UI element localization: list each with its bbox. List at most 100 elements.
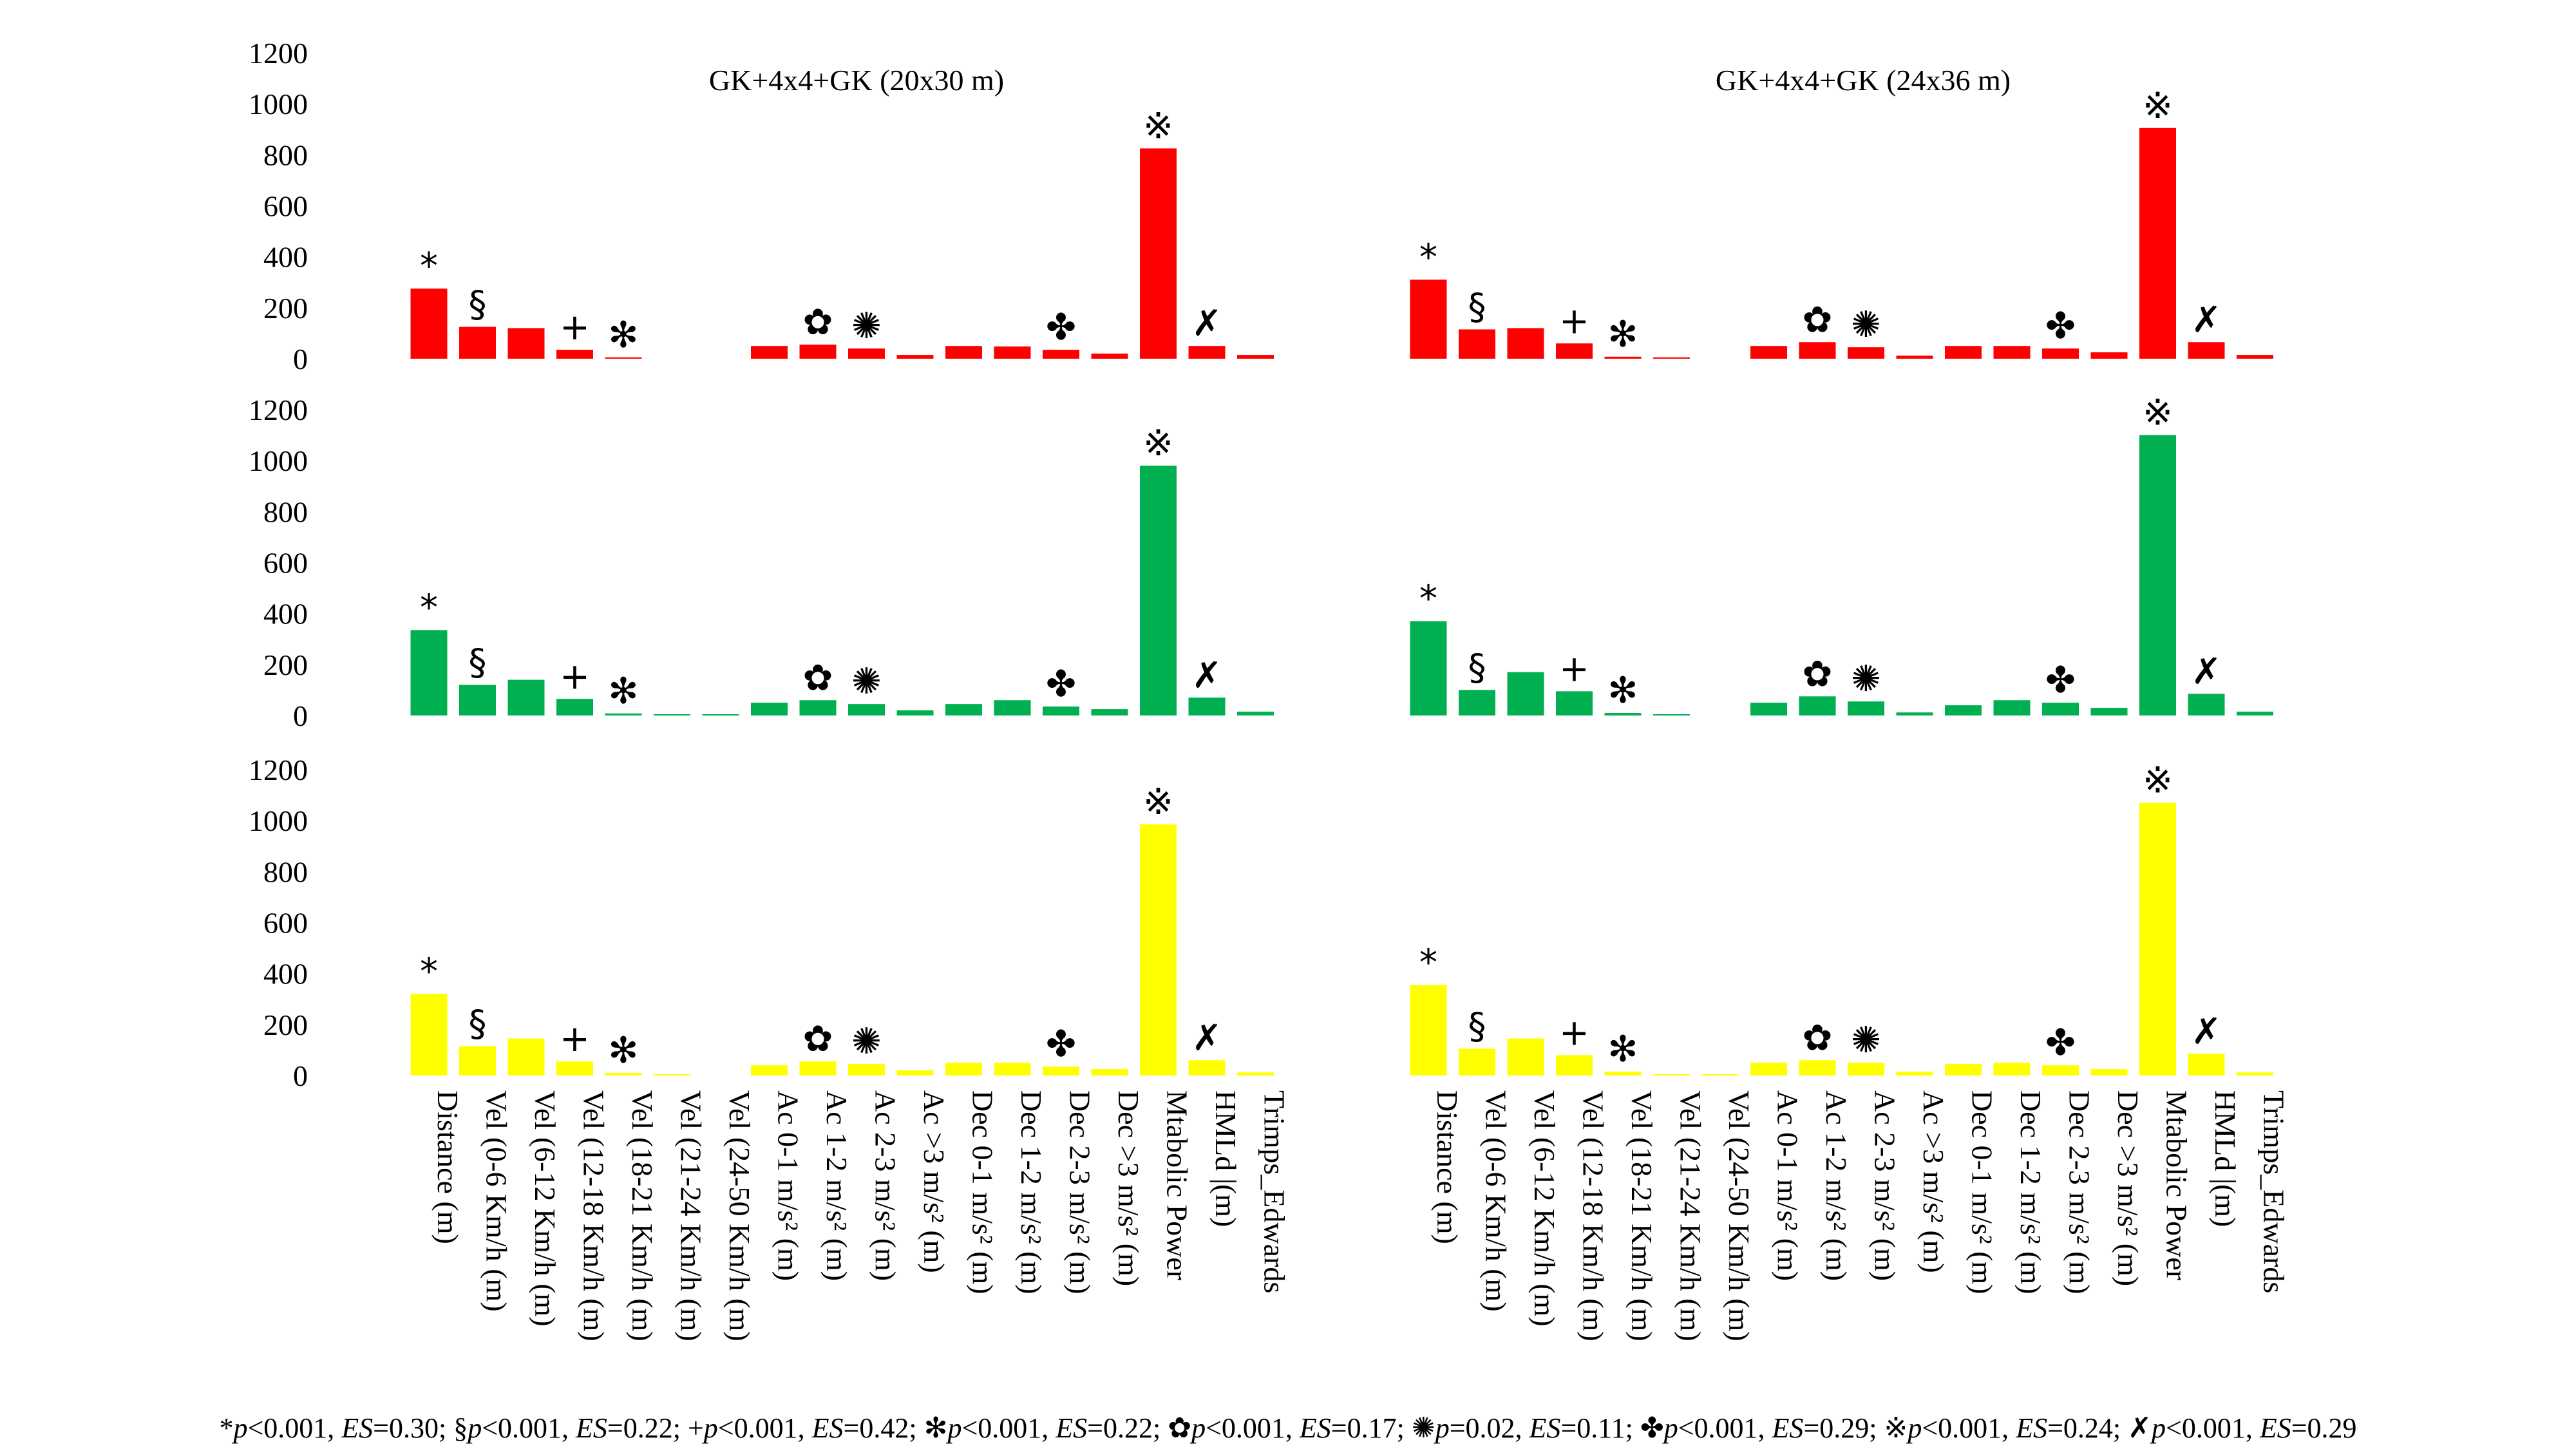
bar-row2-left-14 — [1091, 709, 1128, 715]
category-label: Vel (6-12 Km/h (m) — [1528, 1090, 1561, 1327]
bar-marks — [410, 128, 2273, 1075]
category-label: Vel (6-12 Km/h (m) — [529, 1090, 562, 1327]
significance-marker: ✺ — [1851, 304, 1881, 346]
category-label: Dec >3 m/s² (m) — [1112, 1090, 1145, 1286]
significance-marker: ✿ — [1803, 1017, 1833, 1059]
significance-marker: § — [469, 1003, 487, 1045]
bar-row1-right-16 — [2188, 342, 2225, 359]
bar-row1-left-8 — [799, 345, 837, 359]
bar-row2-left-9 — [848, 704, 885, 715]
category-label: Dec >3 m/s² (m) — [2112, 1090, 2145, 1286]
bar-row3-right-1 — [1459, 1048, 1495, 1075]
bar-row1-right-8 — [1799, 342, 1836, 359]
bar-row1-left-3 — [556, 350, 593, 359]
category-label: Dec 2-3 m/s² (m) — [2063, 1090, 2096, 1294]
bar-row3-left-1 — [459, 1046, 496, 1075]
significance-marker: ✿ — [1803, 299, 1833, 341]
category-label: Distance (m) — [431, 1090, 464, 1244]
bar-row3-left-9 — [848, 1064, 885, 1075]
category-label: HMLd |(m) — [2209, 1090, 2242, 1227]
bar-row3-right-2 — [1507, 1038, 1544, 1075]
bar-row1-right-15 — [2139, 128, 2176, 359]
y-axes: 0 200 400 600 800 1000 1200 0 200 400 600 800 1000 12… — [249, 37, 308, 1092]
y-tick-label: 0 — [293, 343, 308, 375]
significance-marker: * — [1419, 942, 1437, 983]
bar-row1-left-14 — [1091, 354, 1128, 359]
significance-marker: § — [469, 642, 487, 684]
bar-row1-right-11 — [1945, 346, 1982, 359]
category-label: Dec 0-1 m/s² (m) — [967, 1090, 999, 1294]
significance-marker: ✤ — [2045, 1022, 2076, 1064]
bar-row1-right-5 — [1653, 357, 1690, 359]
panel-title-left: GK+4x4+GK (20x30 m) — [709, 64, 1004, 97]
significance-marker: ✿ — [1803, 653, 1833, 695]
category-label: Vel (18-21 Km/h (m) — [1625, 1090, 1658, 1341]
y-tick-label: 200 — [263, 1009, 308, 1041]
bar-row3-left-7 — [751, 1065, 788, 1075]
bar-row3-right-7 — [1750, 1063, 1787, 1075]
bar-row3-right-11 — [1945, 1064, 1982, 1075]
significance-marker: ✗ — [2192, 1010, 2222, 1052]
bar-row3-left-5 — [654, 1074, 690, 1075]
significance-marker: + — [1559, 1012, 1589, 1054]
category-label: HMLd |(m) — [1209, 1090, 1242, 1227]
category-label: Dec 1-2 m/s² (m) — [2014, 1090, 2047, 1294]
footnote-text: *p<0.001, ES=0.30; §p<0.001, ES=0.22; +p… — [219, 1412, 2356, 1444]
category-label: Mtabolic Power — [2161, 1090, 2193, 1280]
bar-row3-right-6 — [1701, 1074, 1739, 1075]
significance-marker: ✤ — [1046, 663, 1076, 705]
bar-row3-right-12 — [1993, 1063, 2031, 1075]
category-label: Dec 0-1 m/s² (m) — [1966, 1090, 1999, 1294]
bar-row1-left-2 — [507, 328, 545, 359]
significance-marker: ※ — [2143, 759, 2173, 801]
bar-row3-left-13 — [1043, 1066, 1079, 1075]
significance-marker: ✿ — [803, 657, 833, 699]
bar-row2-right-2 — [1507, 672, 1544, 715]
significance-marker: ✺ — [851, 305, 882, 347]
bar-row2-left-13 — [1043, 706, 1079, 715]
significance-marker: + — [560, 656, 590, 697]
bar-row3-left-17 — [1237, 1072, 1274, 1075]
significance-marker: ※ — [1143, 781, 1173, 823]
bar-row1-right-3 — [1556, 343, 1593, 359]
significance-marker: ✻ — [609, 314, 639, 356]
significance-marker: ✺ — [851, 1021, 882, 1063]
y-tick-label: 800 — [263, 495, 308, 528]
category-label: Vel (0-6 Km/h (m) — [480, 1090, 513, 1312]
y-tick-label: 800 — [263, 138, 308, 171]
bar-row2-left-6 — [702, 714, 739, 715]
significance-marker: + — [1559, 300, 1589, 342]
panel-title-right: GK+4x4+GK (24x36 m) — [1716, 64, 2011, 97]
bar-row2-right-3 — [1556, 691, 1593, 715]
bar-row2-left-5 — [654, 714, 690, 715]
significance-marker: * — [420, 951, 438, 992]
significance-marker: * — [1419, 236, 1437, 278]
significance-marker: ✤ — [2045, 659, 2076, 701]
bar-row3-left-16 — [1188, 1060, 1226, 1075]
bar-row1-left-10 — [896, 355, 934, 359]
bar-row2-right-16 — [2188, 694, 2225, 715]
significance-marker: § — [1468, 1005, 1486, 1047]
bar-row1-left-1 — [459, 327, 496, 359]
significance-marker: * — [1419, 578, 1437, 620]
category-label: Vel (21-24 Km/h (m) — [1674, 1090, 1707, 1341]
category-label: Ac 0-1 m/s² (m) — [1772, 1090, 1804, 1281]
significance-marker: + — [1559, 648, 1589, 690]
significance-marker: ✺ — [1851, 658, 1881, 700]
bar-row1-left-4 — [605, 357, 642, 359]
significance-marker: ✻ — [609, 1030, 639, 1072]
y-tick-label: 800 — [263, 855, 308, 888]
bar-row2-right-4 — [1604, 713, 1642, 715]
bar-row2-left-4 — [605, 713, 642, 715]
bar-row3-left-12 — [994, 1063, 1031, 1075]
bar-row3-right-9 — [1848, 1063, 1884, 1075]
bar-row1-right-13 — [2042, 348, 2079, 359]
significance-marker: ✻ — [1608, 670, 1638, 712]
category-label: Ac >3 m/s² (m) — [918, 1090, 951, 1273]
bar-row3-left-15 — [1140, 824, 1177, 1075]
category-label: Ac 2-3 m/s² (m) — [1869, 1090, 1902, 1281]
y-tick-label: 200 — [263, 292, 308, 325]
category-label: Vel (0-6 Km/h (m) — [1480, 1090, 1513, 1312]
bar-row3-right-15 — [2139, 802, 2176, 1075]
significance-marker: ✻ — [609, 670, 639, 712]
